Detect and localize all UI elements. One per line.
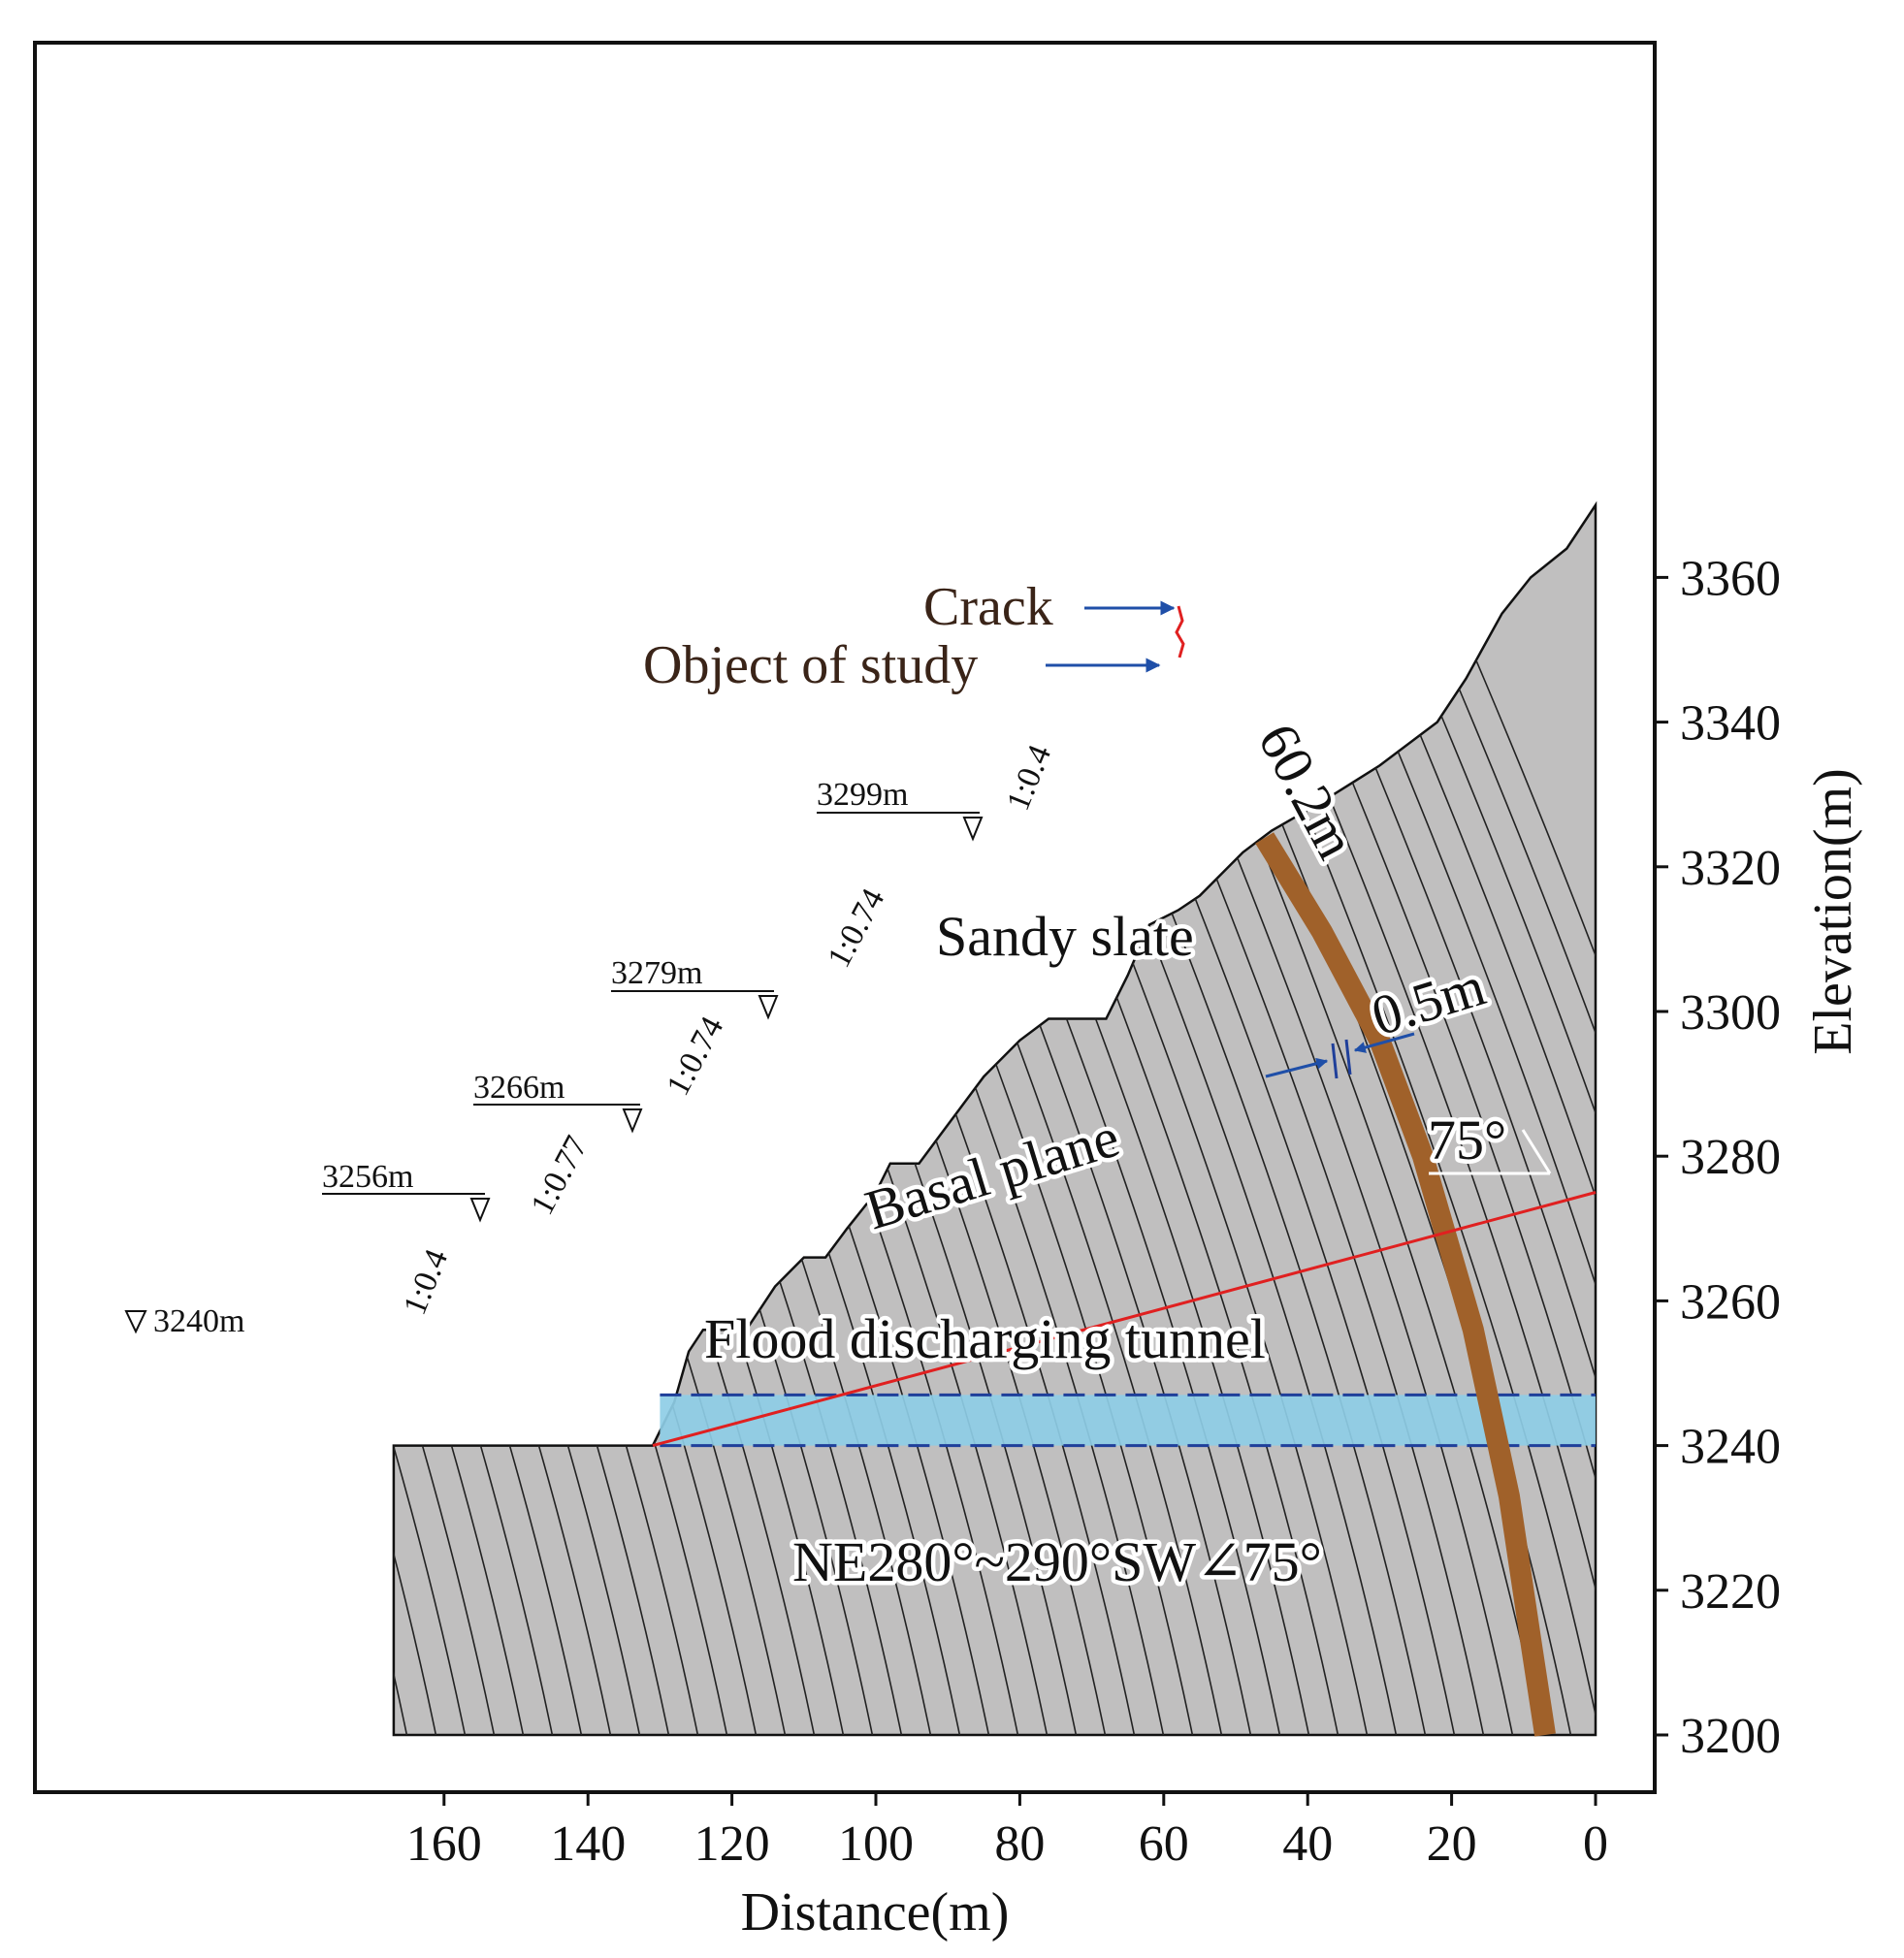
bedding-line [0,116,175,1738]
bedding-line [0,116,204,1738]
bedding-line [393,504,467,1735]
slope-ratio-label: 1:0.74 [660,1011,730,1101]
bedding-line [393,504,670,1735]
bedding-line [0,116,291,1738]
dip-angle-label: 75° [1428,1108,1506,1172]
basal-plane-line [652,1191,1597,1448]
bedding-line [0,116,320,1738]
bedding-line [1211,504,1596,1735]
bedding-line [393,504,437,1735]
object-of-study-label: Object of study [643,635,978,695]
elevation-label: 3299m [817,777,908,813]
attitude-label: NE280°~290°SW∠75° [792,1530,1322,1593]
elevation-marker-3256: 3256m [322,1159,491,1223]
bedding-line [0,116,349,1738]
y-tick-label: 3320 [1680,841,1781,896]
crack-mark [1175,605,1185,658]
y-tick-label: 3360 [1680,551,1781,606]
elevation-triangle [469,1198,491,1223]
bedding-line [393,504,699,1735]
bedding-line [393,504,408,1735]
elevation-marker-3266: 3266m [473,1070,643,1134]
y-tick-label: 3280 [1680,1130,1781,1185]
x-tick-label: 100 [838,1816,914,1872]
plot-frame [33,41,1657,1794]
x-tick-label: 80 [994,1816,1045,1872]
x-axis-title: Distance(m) [741,1882,1010,1942]
bedding-line [0,116,87,1738]
bedding-line [1182,504,1596,1735]
study-layer [1255,832,1556,1737]
elevation-triangle [124,1310,147,1334]
slope-ratio-label: 1:0.4 [397,1244,455,1320]
x-tick-label: 60 [1139,1816,1189,1872]
bedding-line [0,116,58,1738]
y-tick-label: 3340 [1680,696,1781,752]
bedding-line [393,504,583,1735]
x-tick-label: 20 [1427,1816,1477,1872]
bedding-line [0,116,378,1738]
x-tick-label: 0 [1583,1816,1608,1872]
x-axis: 160 140 120 100 80 60 40 20 0 [406,1792,1608,1872]
elevation-label: 3240m [153,1303,244,1339]
bedding-line [1095,504,1596,1735]
slope-ratio-label: 1:0.74 [821,883,891,973]
bedding-line [393,504,554,1735]
sandy-slate-label: Sandy slate [936,905,1194,968]
bedding-line [0,116,262,1738]
dip-angle-side [1521,1129,1552,1174]
bedding-line [0,116,145,1738]
elevation-label: 3279m [611,955,702,991]
bedding-line [393,504,612,1735]
elevation-label: 3266m [473,1070,565,1106]
bedding-line [1124,504,1596,1735]
y-axis: 3360 3340 3320 3300 3280 3260 3240 3220 3200 [1655,551,1781,1764]
bedding-line [393,504,525,1735]
y-tick-label: 3260 [1680,1274,1781,1330]
y-tick-label: 3240 [1680,1420,1781,1475]
bedding-line [393,504,496,1735]
crack-label: Crack [923,577,1053,637]
x-tick-label: 140 [550,1816,626,1872]
bedding-line [0,116,116,1738]
x-tick-label: 120 [694,1816,770,1872]
tunnel [660,1393,1596,1448]
x-tick-label: 160 [406,1816,482,1872]
y-tick-label: 3300 [1680,985,1781,1041]
thickness-arrow-left [1265,1057,1329,1078]
bedding-line [1153,504,1596,1735]
thickness-tick-1 [1331,1043,1339,1079]
bedding-line [393,504,641,1735]
elevation-triangle [622,1108,643,1134]
elevation-marker-3299: 3299m [817,777,984,842]
x-tick-label: 40 [1282,1816,1333,1872]
tunnel-label: Flood discharging tunnel [704,1307,1266,1370]
elevation-label: 3256m [322,1159,413,1195]
y-tick-label: 3200 [1680,1709,1781,1764]
slope-ratio-label: 1:0.4 [1000,740,1058,816]
elevation-marker-3240: 3240m [124,1303,244,1339]
y-tick-label: 3220 [1680,1564,1781,1620]
y-axis-title: Elevation(m) [1803,768,1863,1054]
elevation-triangle [758,995,779,1020]
elevation-marker-3279: 3279m [611,955,779,1020]
thickness-arrow-right [1353,1032,1415,1053]
tunnel-band [660,1395,1596,1446]
slope-ratio-label: 1:0.77 [524,1130,595,1220]
thickness-tick-2 [1344,1039,1352,1075]
elevation-triangle [962,817,984,842]
